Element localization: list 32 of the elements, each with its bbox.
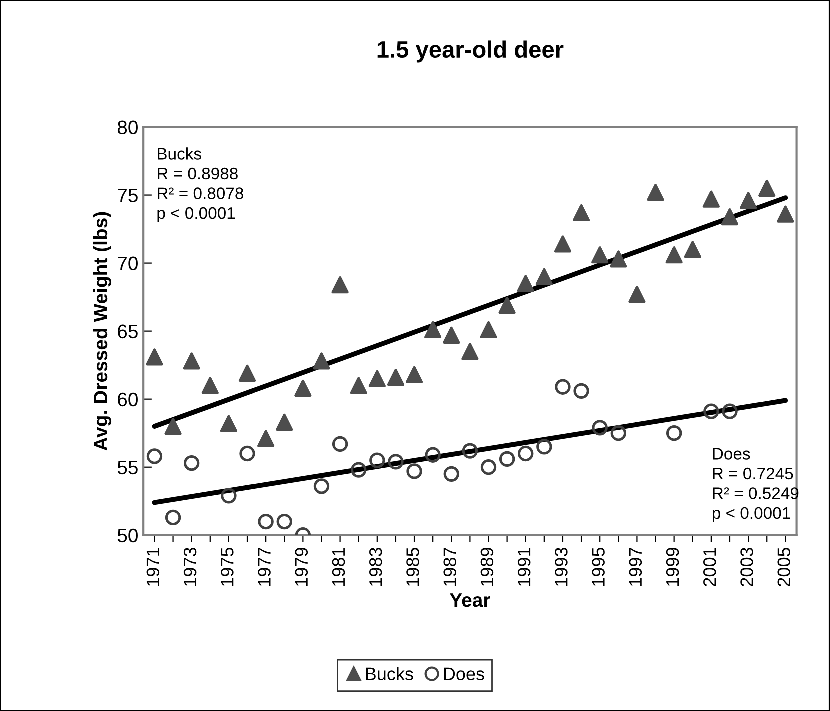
legend-label: Bucks bbox=[366, 667, 414, 681]
x-tick-label: 1991 bbox=[518, 548, 531, 586]
x-axis-title: Year bbox=[450, 594, 490, 608]
x-tick-label: 1981 bbox=[332, 548, 346, 586]
y-tick-label: 70 bbox=[118, 256, 138, 271]
x-tick-label: 1983 bbox=[369, 548, 382, 586]
x-tick-label: 1987 bbox=[444, 548, 456, 586]
x-tick-label: 2003 bbox=[740, 548, 754, 586]
y-axis-title: Avg. Dressed Weight (lbs) bbox=[93, 212, 112, 451]
x-tick-label: 1977 bbox=[258, 548, 271, 586]
x-tick-label: 1985 bbox=[406, 548, 420, 586]
annotation: Bucks R = 0.8988 R² = 0.8078 p < 0.0001 bbox=[158, 148, 244, 223]
y-tick-label: 50 bbox=[118, 528, 138, 543]
legend-label: Does bbox=[444, 668, 484, 681]
y-tick-label: 80 bbox=[118, 120, 138, 135]
x-tick-label: 1997 bbox=[629, 548, 642, 586]
y-tick-label: 65 bbox=[118, 324, 138, 339]
x-tick-label: 1989 bbox=[480, 548, 494, 586]
x-tick-label: 2005 bbox=[778, 548, 791, 586]
annotation: Does R = 0.7245 R² = 0.5249 p < 0.0001 bbox=[712, 448, 799, 522]
x-tick-label: 1971 bbox=[146, 548, 160, 586]
x-tick-label: 1973 bbox=[184, 548, 197, 586]
x-tick-label: 1999 bbox=[666, 548, 680, 586]
y-tick-label: 60 bbox=[118, 392, 138, 407]
x-tick-label: 1975 bbox=[221, 548, 234, 586]
x-tick-label: 1993 bbox=[555, 548, 568, 586]
y-tick-label: 75 bbox=[118, 188, 138, 203]
x-tick-label: 1995 bbox=[592, 548, 605, 586]
x-tick-label: 2001 bbox=[704, 548, 716, 586]
chart-title: 1.5 year-old deer bbox=[378, 40, 564, 63]
y-tick-label: 55 bbox=[118, 461, 138, 475]
x-tick-label: 1979 bbox=[295, 548, 308, 586]
